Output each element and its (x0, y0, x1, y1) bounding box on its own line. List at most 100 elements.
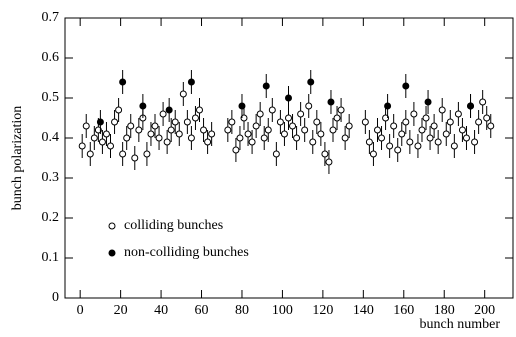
marker (175, 130, 183, 138)
marker (289, 122, 297, 130)
marker (264, 126, 272, 134)
marker (111, 118, 119, 126)
marker (204, 138, 212, 146)
y-tick-label: 0.3 (42, 170, 60, 185)
marker (262, 82, 270, 90)
marker (82, 122, 90, 130)
marker (94, 126, 102, 134)
marker (301, 126, 309, 134)
marker (402, 82, 410, 90)
marker (297, 110, 305, 118)
x-tick-label: 40 (154, 303, 168, 318)
marker (224, 126, 232, 134)
plot-frame (64, 17, 514, 299)
marker (165, 106, 173, 114)
marker (325, 158, 333, 166)
legend-marker (108, 222, 116, 230)
y-tick-label: 0.2 (42, 210, 60, 225)
y-tick-label: 0.1 (42, 250, 60, 265)
marker (244, 130, 252, 138)
marker (329, 126, 337, 134)
marker (208, 130, 216, 138)
marker (143, 150, 151, 158)
marker (191, 114, 199, 122)
marker (317, 130, 325, 138)
marker (394, 146, 402, 154)
marker (256, 110, 264, 118)
marker (424, 98, 432, 106)
marker (365, 138, 373, 146)
marker (248, 138, 256, 146)
marker (450, 142, 458, 150)
x-tick-label: 160 (393, 303, 414, 318)
marker (321, 150, 329, 158)
marker (163, 138, 171, 146)
x-tick-label: 140 (353, 303, 374, 318)
marker (373, 126, 381, 134)
marker (187, 134, 195, 142)
y-axis-label: bunch polarization (10, 106, 25, 211)
marker (260, 134, 268, 142)
marker (151, 122, 159, 130)
marker (171, 118, 179, 126)
marker (272, 150, 280, 158)
x-axis-label: bunch number (420, 317, 501, 332)
marker (167, 126, 175, 134)
marker (147, 130, 155, 138)
marker (438, 106, 446, 114)
marker (378, 134, 386, 142)
marker (410, 110, 418, 118)
marker (284, 94, 292, 102)
x-tick-label: 120 (312, 303, 333, 318)
marker (200, 126, 208, 134)
marker (384, 102, 392, 110)
marker (442, 130, 450, 138)
marker (284, 114, 292, 122)
marker (341, 134, 349, 142)
marker (483, 114, 491, 122)
marker (434, 138, 442, 146)
marker (458, 126, 466, 134)
marker (406, 138, 414, 146)
marker (313, 118, 321, 126)
y-tick-label: 0.7 (42, 10, 60, 25)
marker (307, 78, 315, 86)
x-tick-label: 60 (195, 303, 209, 318)
legend-label: colliding bunches (124, 218, 223, 233)
marker (361, 118, 369, 126)
marker (102, 130, 110, 138)
x-tick-label: 180 (434, 303, 455, 318)
marker (119, 150, 127, 158)
y-tick-label: 0 (52, 290, 59, 305)
marker (280, 130, 288, 138)
marker (268, 106, 276, 114)
marker (155, 134, 163, 142)
marker (127, 122, 135, 130)
marker (386, 142, 394, 150)
legend-marker (108, 249, 116, 257)
marker (402, 118, 410, 126)
marker (187, 78, 195, 86)
marker (479, 98, 487, 106)
marker (382, 114, 390, 122)
marker (159, 110, 167, 118)
marker (183, 118, 191, 126)
marker (414, 142, 422, 150)
marker (252, 122, 260, 130)
marker (345, 122, 353, 130)
marker (305, 102, 313, 110)
y-tick-label: 0.6 (42, 50, 60, 65)
marker (426, 134, 434, 142)
marker (327, 98, 335, 106)
marker (98, 138, 106, 146)
marker (276, 118, 284, 126)
x-tick-label: 20 (114, 303, 128, 318)
marker (131, 154, 139, 162)
marker (78, 142, 86, 150)
marker (179, 90, 187, 98)
y-tick-label: 0.5 (42, 90, 60, 105)
legend-label: non-colliding bunches (124, 245, 249, 260)
marker (475, 118, 483, 126)
x-tick-label: 100 (272, 303, 293, 318)
